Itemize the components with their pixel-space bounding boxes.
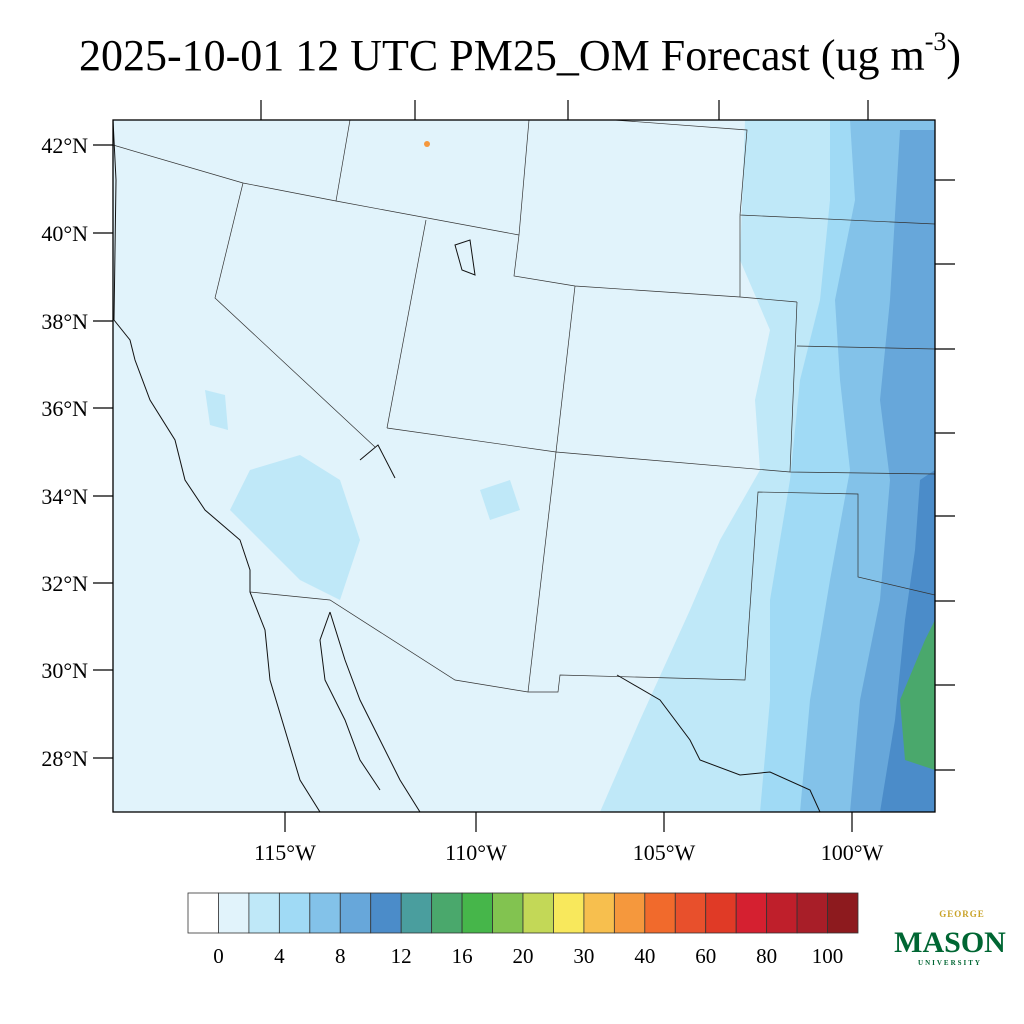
colorbar-label: 30: [573, 944, 594, 968]
colorbar-box: [827, 892, 859, 934]
colorbar-box: [309, 892, 341, 934]
lon-label: 100°W: [821, 840, 884, 865]
map-frame: [112, 119, 936, 813]
colorbar-box: [492, 892, 524, 934]
shade: [900, 620, 935, 770]
lat-label: 28°N: [41, 746, 88, 771]
title-main: 2025-10-01 12 UTC PM25_OM Forecast (ug m: [79, 31, 925, 80]
colorbar-box: [522, 892, 554, 934]
colorbar-box: [735, 892, 768, 934]
lat-label: 40°N: [41, 221, 88, 246]
colorbar-box: [644, 892, 676, 934]
colorbar-box: [461, 892, 493, 934]
colorbar-label: 12: [391, 944, 412, 968]
shade: [230, 455, 360, 600]
colorbar-box: [370, 892, 402, 934]
shade: [480, 480, 520, 520]
logo-bottom: UNIVERSITY: [918, 959, 982, 967]
title-sup: -3: [925, 27, 947, 56]
lake: [454, 239, 476, 276]
colorbar-box: [613, 892, 646, 934]
colorbar-label: 8: [335, 944, 346, 968]
logo-main: MASON: [894, 926, 1006, 959]
colorbar-label: 0: [213, 944, 224, 968]
colorbar-label: 4: [274, 944, 285, 968]
lon-label: 110°W: [445, 840, 507, 865]
colorbar-box: [553, 892, 585, 934]
state-borders: [113, 120, 935, 693]
colorbar-label: 100: [812, 944, 844, 968]
title: 2025-10-01 12 UTC PM25_OM Forecast (ug m…: [79, 27, 961, 80]
lat-label: 30°N: [41, 658, 88, 683]
colorbar-box: [583, 892, 615, 934]
colorbar-label: 20: [513, 944, 534, 968]
colorbar-label: 40: [634, 944, 655, 968]
coastline: [113, 120, 821, 812]
colorbar-label: 16: [452, 944, 473, 968]
colorbar-box: [187, 892, 219, 934]
colorbar-label: 80: [756, 944, 777, 968]
map-ticks: [93, 100, 955, 832]
hotspot: [424, 141, 430, 147]
colorbar-box: [339, 892, 372, 934]
colorbar-box: [766, 892, 798, 934]
lon-label: 115°W: [254, 840, 316, 865]
logo: GEORGE MASON UNIVERSITY: [894, 909, 1006, 967]
colorbar-box: [796, 892, 828, 934]
logo-top: GEORGE: [939, 909, 985, 919]
colorbar-box: [400, 892, 433, 934]
map: [93, 100, 955, 832]
colorbar-box: [705, 892, 737, 934]
colorbar-box: [218, 892, 250, 934]
lon-label: 105°W: [633, 840, 696, 865]
lat-label: 34°N: [41, 484, 88, 509]
lat-label: 36°N: [41, 396, 88, 421]
colorbar-label: 60: [695, 944, 716, 968]
title-end: ): [946, 31, 961, 80]
lat-label: 38°N: [41, 309, 88, 334]
shade: [205, 390, 228, 430]
colorbar-box: [248, 892, 280, 934]
lat-label: 42°N: [41, 133, 88, 158]
colorbar-box: [674, 892, 707, 934]
colorbar-box: [431, 892, 463, 934]
lat-label: 32°N: [41, 571, 88, 596]
colorbar-box: [278, 892, 311, 934]
